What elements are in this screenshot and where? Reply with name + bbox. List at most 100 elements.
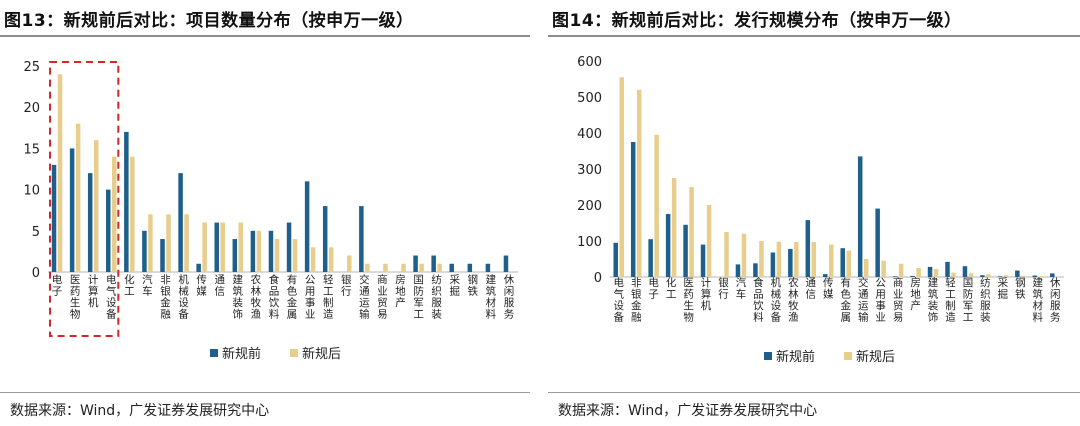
- x-tick-char: 融: [160, 309, 171, 321]
- y-tick-label: 0: [32, 266, 40, 281]
- x-tick-char: 生: [683, 299, 694, 312]
- x-tick-char: 化: [666, 276, 677, 289]
- x-tick-char: 信: [806, 289, 817, 301]
- x-tick-char: 物: [70, 308, 81, 321]
- x-tick-char: 输: [359, 308, 370, 321]
- x-tick-char: 地: [395, 285, 406, 298]
- x-tick-char: 材: [1033, 299, 1044, 312]
- x-tick-label: 汽车: [142, 273, 153, 298]
- x-tick-char: 色: [287, 285, 298, 298]
- bar-before: [962, 266, 968, 277]
- x-tick-char: 医: [683, 277, 694, 289]
- bar-after: [671, 178, 677, 277]
- x-tick-char: 备: [106, 308, 117, 321]
- x-tick-char: 务: [504, 308, 515, 321]
- x-tick-label: 农林牧渔: [251, 273, 262, 321]
- bar-before: [857, 156, 863, 277]
- x-tick-char: 业: [377, 286, 388, 298]
- source-divider: [0, 392, 530, 393]
- x-tick-char: 设: [106, 297, 117, 309]
- x-tick-char: 房: [395, 273, 406, 286]
- x-tick-label: 汽车: [736, 276, 747, 301]
- x-tick-char: 建: [233, 273, 244, 286]
- bar-before: [449, 263, 454, 272]
- bar-before: [648, 239, 653, 277]
- x-tick-char: 务: [1050, 311, 1061, 324]
- x-tick-label: 交通运输: [359, 273, 370, 321]
- x-tick-char: 电: [648, 276, 659, 289]
- source-note: 数据来源：Wind，广发证券发展研究中心: [558, 403, 818, 419]
- bar-before: [997, 276, 1003, 277]
- x-tick-char: 轻: [945, 276, 956, 289]
- x-tick-char: 筑: [486, 285, 497, 298]
- bar-before: [805, 220, 811, 277]
- x-tick-char: 用: [305, 286, 316, 298]
- bar-after: [759, 241, 764, 277]
- x-tick-char: 建: [486, 273, 497, 286]
- x-tick-char: 业: [893, 289, 904, 301]
- bar-after: [933, 269, 939, 277]
- x-tick-char: 饰: [233, 308, 244, 321]
- x-tick-char: 公: [305, 274, 316, 286]
- x-tick-char: 药: [70, 286, 81, 298]
- x-tick-char: 汽: [142, 273, 153, 286]
- x-tick-char: 银: [631, 288, 642, 301]
- x-tick-label: 房地产: [910, 276, 921, 312]
- x-tick-label: 商业贸易: [893, 276, 904, 324]
- x-tick-char: 建: [928, 276, 939, 289]
- bar-before: [359, 206, 364, 272]
- x-tick-char: 工: [124, 286, 135, 298]
- x-tick-char: 媒: [196, 285, 207, 298]
- x-tick-char: 闲: [504, 285, 515, 298]
- x-tick-label: 机械设备: [771, 276, 782, 324]
- legend-label: 新规后: [856, 349, 895, 365]
- x-tick-label: 通信: [806, 277, 817, 301]
- y-tick-label: 15: [23, 142, 40, 157]
- x-tick-label: 建筑装饰: [928, 276, 939, 324]
- x-tick-char: 易: [893, 312, 904, 324]
- x-tick-char: 铁: [468, 285, 479, 298]
- y-tick-label: 300: [577, 163, 602, 178]
- x-tick-char: 交: [858, 276, 869, 289]
- x-tick-char: 食: [753, 276, 764, 289]
- x-tick-char: 防: [963, 288, 974, 301]
- bar-before: [214, 222, 219, 272]
- x-tick-char: 易: [377, 309, 388, 321]
- bar-after: [57, 74, 63, 272]
- bar-before: [467, 263, 473, 272]
- bar-after: [846, 250, 851, 277]
- bar-before: [250, 230, 256, 272]
- x-tick-char: 事: [305, 296, 316, 309]
- bar-after: [383, 263, 388, 272]
- bar-after: [238, 222, 244, 272]
- bar-after: [292, 239, 298, 272]
- legend-label: 新规前: [222, 346, 261, 362]
- x-tick-char: 业: [305, 309, 316, 321]
- x-tick-char: 料: [753, 311, 764, 324]
- figure-title: 图13：新规前后对比：项目数量分布（按申万一级）: [4, 11, 414, 31]
- bar-after: [829, 244, 834, 277]
- bar-after: [166, 214, 171, 272]
- x-tick-char: 军: [413, 297, 424, 309]
- x-tick-char: 林: [788, 288, 799, 301]
- bar-after: [619, 77, 624, 277]
- x-tick-char: 饮: [753, 299, 764, 312]
- x-tick-label: 有色金属: [840, 276, 851, 324]
- x-tick-char: 料: [269, 308, 280, 321]
- x-tick-char: 化: [124, 273, 135, 286]
- y-tick-label: 100: [577, 235, 602, 250]
- bar-after: [365, 263, 370, 272]
- x-tick-char: 车: [142, 285, 153, 298]
- x-tick-char: 信: [214, 286, 225, 298]
- bar-before: [683, 224, 688, 277]
- x-tick-label: 休闲服务: [504, 274, 515, 321]
- x-tick-char: 非: [631, 277, 642, 289]
- x-tick-char: 算: [88, 285, 99, 298]
- y-tick-label: 25: [23, 60, 40, 75]
- x-tick-label: 食品饮料: [269, 273, 280, 321]
- bar-after: [112, 156, 117, 272]
- x-tick-char: 采: [998, 277, 1009, 289]
- x-tick-char: 材: [486, 296, 497, 309]
- x-tick-char: 公: [875, 277, 886, 289]
- bar-before: [178, 173, 183, 272]
